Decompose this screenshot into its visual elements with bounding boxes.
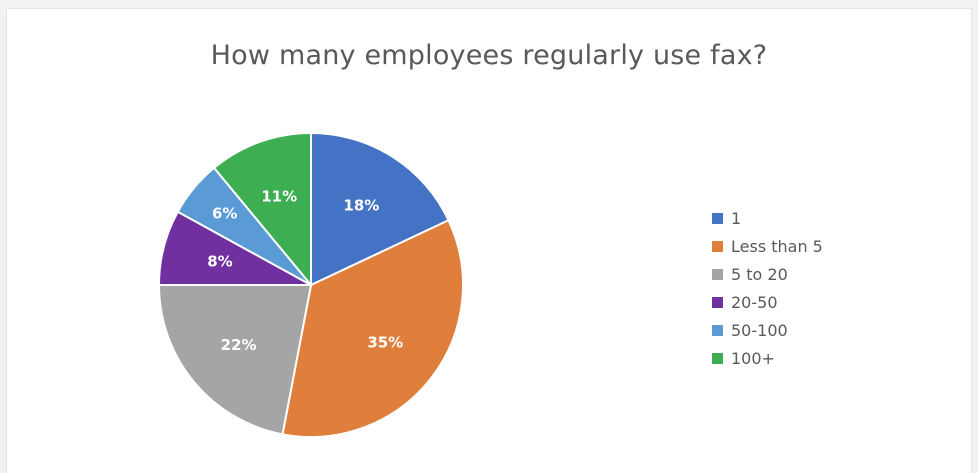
legend-swatch: [712, 324, 723, 336]
slice-label-1: 18%: [343, 197, 379, 215]
legend-item-4: 20-50: [712, 288, 823, 316]
pie-slice-2: [281, 218, 464, 438]
chart-title: How many employees regularly use fax?: [210, 40, 768, 71]
legend-swatch: [712, 352, 723, 364]
legend-swatch: [712, 240, 723, 252]
pie-slice-1: [310, 131, 450, 287]
legend-swatch: [712, 296, 723, 308]
legend-label: Less than 5: [731, 236, 823, 256]
legend-item-1: 1: [712, 204, 823, 232]
pie-slice-6: [212, 131, 312, 288]
legend-item-3: 5 to 20: [712, 260, 823, 288]
legend-item-5: 50-100: [712, 316, 823, 344]
legend-label: 100+: [731, 348, 775, 368]
legend-swatch: [712, 268, 723, 280]
slice-label-3: 22%: [221, 336, 257, 354]
slice-label-2: 35%: [367, 334, 403, 352]
slice-label-4: 8%: [207, 253, 232, 271]
legend-item-2: Less than 5: [712, 232, 823, 260]
pie-slice-3: [157, 284, 313, 436]
legend: 1 Less than 5 5 to 20 20-50 50-100 100+: [712, 204, 823, 372]
pie-slices: [157, 131, 464, 438]
pie-labels: 18% 35% 22% 8% 6% 11%: [207, 188, 403, 354]
legend-label: 50-100: [731, 320, 788, 340]
legend-swatch: [712, 212, 723, 224]
legend-item-6: 100+: [712, 344, 823, 372]
legend-label: 1: [731, 208, 742, 228]
slice-label-6: 11%: [261, 188, 297, 206]
legend-label: 20-50: [731, 292, 778, 312]
legend-label: 5 to 20: [731, 264, 788, 284]
slice-label-5: 6%: [212, 205, 237, 223]
